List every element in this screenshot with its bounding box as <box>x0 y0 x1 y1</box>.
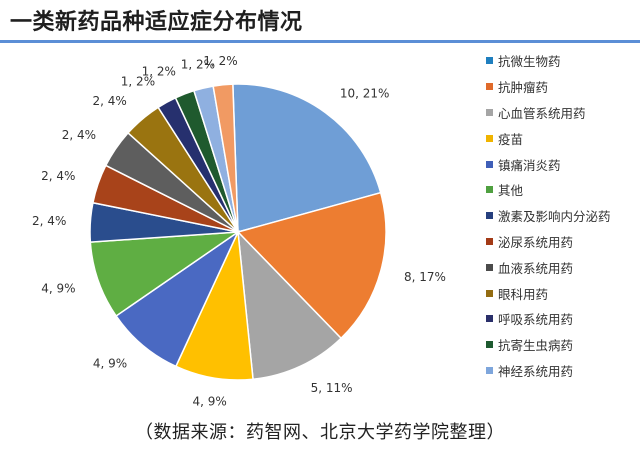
legend-swatch <box>486 186 493 194</box>
legend-label: 呼吸系统用药 <box>498 312 574 328</box>
pie-slice-1 <box>232 83 382 233</box>
page-title: 一类新药品种适应症分布情况 <box>10 10 303 35</box>
legend-item-抗寄生虫病药: 抗寄生虫病药 <box>486 332 636 358</box>
data-source-note: （数据来源：药智网、北京大学药学院整理） <box>135 422 505 443</box>
data-label-3: 5, 11% <box>311 381 353 395</box>
legend-label: 抗寄生虫病药 <box>498 338 574 354</box>
legend-label: 眼科用药 <box>498 286 549 302</box>
pie-slice-3 <box>237 229 343 381</box>
legend-swatch <box>486 237 493 245</box>
legend-item-血液系统用药: 血液系统用药 <box>486 254 636 280</box>
pie-slice-2 <box>236 191 387 340</box>
legend-swatch <box>486 366 493 374</box>
data-label-7: 2, 4% <box>32 214 66 228</box>
legend-swatch <box>486 108 493 116</box>
data-label-8: 2, 4% <box>41 169 75 183</box>
legend-item-心血管系统用药: 心血管系统用药 <box>486 100 636 126</box>
legend-swatch <box>486 315 493 323</box>
data-label-11: 1, 2% <box>121 74 155 88</box>
data-label-10: 2, 4% <box>92 94 126 108</box>
legend-label: 疫苗 <box>498 131 524 147</box>
legend-swatch <box>486 160 493 168</box>
legend-item-泌尿系统用药: 泌尿系统用药 <box>486 229 636 255</box>
legend-item-疫苗: 疫苗 <box>486 125 636 151</box>
legend-item-神经系统用药: 神经系统用药 <box>486 358 636 384</box>
legend-item-激素及影响内分泌药: 激素及影响内分泌药 <box>486 203 636 229</box>
legend-label: 镇痛消炎药 <box>498 157 561 173</box>
legend-label: 激素及影响内分泌药 <box>498 209 611 225</box>
legend-item-眼科用药: 眼科用药 <box>486 280 636 306</box>
data-label-1: 10, 21% <box>340 86 390 100</box>
legend-label: 泌尿系统用药 <box>498 234 574 250</box>
data-label-6: 4, 9% <box>41 282 75 296</box>
data-label-14: 1, 2% <box>203 54 237 68</box>
title-underline <box>0 40 640 43</box>
chart-legend: 抗微生物药抗肿瘤药心血管系统用药 疫苗镇痛消炎药其他激素及影响内分泌药 泌尿系统用药… <box>486 48 636 383</box>
legend-label: 心血管系统用药 <box>498 105 586 121</box>
pie-slice-14 <box>212 83 239 233</box>
legend-swatch <box>486 83 493 91</box>
legend-item-其他: 其他 <box>486 177 636 203</box>
legend-swatch <box>486 134 493 142</box>
legend-item-抗微生物药: 抗微生物药 <box>486 48 636 74</box>
legend-swatch <box>486 57 493 65</box>
data-label-5: 4, 9% <box>93 357 127 371</box>
legend-label: 神经系统用药 <box>498 363 574 379</box>
data-label-12: 1, 2% <box>142 65 176 79</box>
legend-item-呼吸系统用药: 呼吸系统用药 <box>486 306 636 332</box>
data-label-13: 1, 2% <box>181 58 215 72</box>
legend-swatch <box>486 212 493 220</box>
data-label-2: 8, 17% <box>404 270 446 284</box>
legend-swatch <box>486 263 493 271</box>
data-label-4: 4, 9% <box>192 395 226 409</box>
legend-item-镇痛消炎药: 镇痛消炎药 <box>486 151 636 177</box>
legend-swatch <box>486 289 493 297</box>
legend-item-抗肿瘤药: 抗肿瘤药 <box>486 74 636 100</box>
legend-label: 抗微生物药 <box>498 54 561 70</box>
data-label-9: 2, 4% <box>62 128 96 142</box>
legend-label: 抗肿瘤药 <box>498 80 549 96</box>
legend-label: 血液系统用药 <box>498 260 574 276</box>
legend-swatch <box>486 341 493 349</box>
legend-label: 其他 <box>498 183 524 199</box>
